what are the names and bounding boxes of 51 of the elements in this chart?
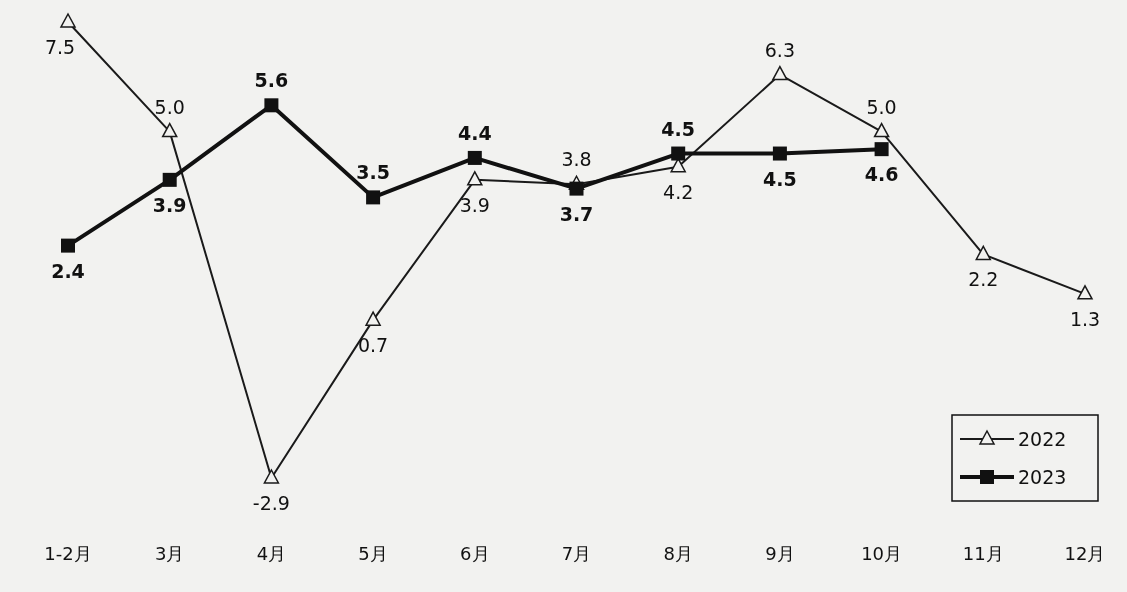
point [263,469,280,484]
x-tick-label: 3月 [154,543,185,564]
point [772,146,787,161]
point [161,122,178,138]
point [61,238,75,253]
data-label: 1.3 [1069,307,1101,330]
point [264,98,279,113]
data-label: 4.5 [661,117,696,140]
data-label: 5.0 [866,95,897,118]
data-label: 0.7 [357,334,389,357]
x-tick-label: 6月 [460,543,490,564]
data-label: 3.9 [152,193,187,216]
point [365,311,381,326]
point [467,171,483,186]
point [671,146,686,161]
point [975,245,992,261]
x-tick-label: 11月 [962,543,1004,564]
point [366,190,381,205]
point [772,65,788,81]
point [569,181,584,196]
data-label: 3.8 [561,148,592,171]
x-tick-label: 7月 [561,543,592,564]
x-tick-label: 5月 [358,543,388,564]
data-label: -2.9 [252,492,290,514]
data-label: 5.0 [154,95,185,118]
data-label: 7.5 [44,36,76,58]
data-label: 4.6 [864,163,899,186]
point [873,122,890,138]
x-tick-label: 10月 [861,543,903,564]
data-label: 4.5 [763,167,797,190]
legend-label: 2022 [1018,428,1067,450]
x-tick-label: 12月 [1064,543,1106,564]
data-label: 5.6 [254,69,289,92]
data-label: 3.9 [459,193,490,216]
x-tick-label: 4月 [256,543,287,564]
data-label: 3.7 [559,202,594,225]
data-label: 4.2 [663,180,694,203]
data-label: 6.3 [764,38,796,61]
data-label: 3.5 [356,161,390,184]
x-tick-label: 8月 [663,543,693,564]
point [1077,285,1093,300]
x-tick-label: 9月 [765,543,795,564]
x-tick-label: 1-2月 [44,543,92,564]
data-label: 2.2 [968,268,999,291]
data-label: 2.4 [51,259,85,282]
point [874,142,889,157]
point [162,172,177,187]
legend-label: 2023 [1018,466,1067,488]
point [60,13,76,28]
point [467,150,482,165]
data-label: 4.4 [457,121,492,144]
